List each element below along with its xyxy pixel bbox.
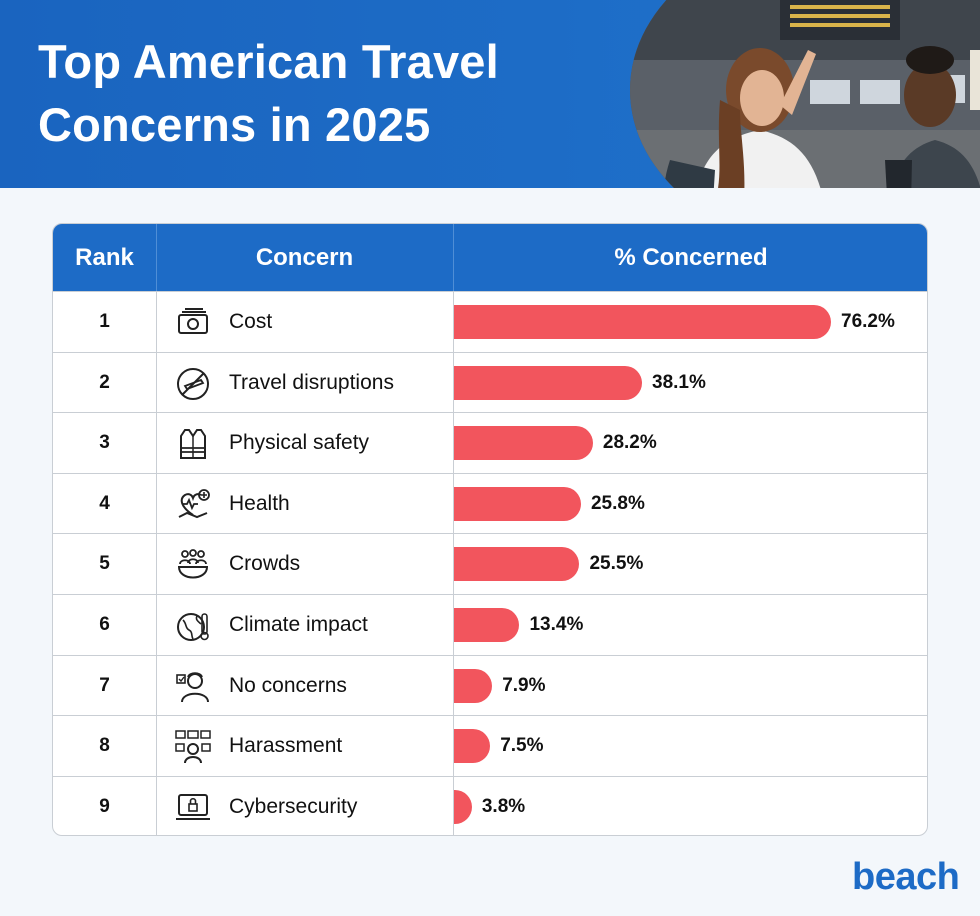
person-icon [173, 667, 213, 707]
data-label: 13.4% [529, 614, 584, 635]
table-row: 7 No concerns 7.9% [53, 655, 927, 715]
header-banner: Top American Travel Concerns in 2025 [0, 0, 980, 188]
rank-cell: 8 [99, 735, 110, 756]
concern-label: Cybersecurity [229, 795, 358, 818]
rank-cell: 7 [99, 675, 110, 696]
column-divider [453, 291, 454, 835]
table-row: 3 Physical safety 28.2% [53, 412, 927, 472]
data-label: 38.1% [652, 372, 706, 393]
column-header-rank: Rank [75, 244, 134, 271]
data-label: 7.5% [500, 735, 544, 756]
no-flight-icon [173, 364, 213, 404]
crowd-icon [173, 545, 213, 585]
bar [453, 729, 491, 763]
concern-label: No concerns [229, 674, 347, 697]
header-divider [156, 224, 157, 291]
rank-cell: 9 [99, 796, 110, 817]
header-photo [630, 0, 980, 188]
concern-label: Health [229, 492, 290, 515]
rank-cell: 5 [99, 553, 110, 574]
table-row: 6 Climate impact 13.4% [53, 594, 927, 654]
concern-label: Harassment [229, 734, 343, 757]
page-title: Top American Travel Concerns in 2025 [38, 35, 499, 151]
concern-label: Cost [229, 310, 273, 333]
table-row: 8 Harassment 7.5% [53, 715, 927, 775]
bar [453, 790, 472, 824]
table-row: 2 Travel disruptions 38.1% [53, 352, 927, 412]
column-header-concern: Concern [255, 244, 354, 271]
travelers-photo-illustration [630, 0, 980, 188]
data-label: 76.2% [841, 311, 895, 332]
bar [453, 487, 581, 521]
header-divider [453, 224, 454, 291]
data-label: 7.9% [502, 675, 546, 696]
column-header-percent: % Concerned [614, 244, 768, 271]
rank-cell: 2 [99, 372, 110, 393]
concern-label: Crowds [229, 552, 301, 575]
harassment-icon [173, 727, 213, 767]
table-row: 5 Crowds 25.5% [53, 533, 927, 593]
rank-cell: 3 [99, 432, 110, 453]
money-icon [173, 303, 213, 343]
bar [453, 669, 493, 703]
data-label: 25.8% [590, 493, 645, 514]
data-label: 3.8% [481, 796, 526, 817]
health-icon [173, 485, 213, 525]
bar [453, 366, 642, 400]
concerns-table: Rank Concern % Concerned 1 Cost 76.2% 2 Trav… [52, 223, 928, 836]
concern-label: Climate impact [229, 613, 368, 636]
rank-cell: 1 [99, 311, 110, 332]
table-row: 4 Health 25.8% [53, 473, 927, 533]
bar [453, 426, 593, 460]
column-divider [156, 291, 157, 835]
bar [453, 608, 520, 642]
rank-cell: 6 [99, 614, 110, 635]
data-label: 28.2% [602, 432, 657, 453]
table-header: Rank Concern % Concerned [53, 224, 927, 291]
beach-logo: beach [852, 856, 960, 898]
table-row: 1 Cost 76.2% [53, 291, 927, 351]
bar [453, 305, 831, 339]
concern-label: Physical safety [229, 431, 370, 454]
bar [453, 547, 580, 581]
safety-vest-icon [173, 424, 213, 464]
data-label: 25.5% [589, 553, 644, 574]
rank-cell: 4 [99, 493, 110, 514]
table-row: 9 Cybersecurity 3.8% [53, 776, 927, 835]
cybersecurity-icon [173, 788, 213, 828]
concern-label: Travel disruptions [229, 371, 394, 394]
climate-icon [173, 606, 213, 646]
